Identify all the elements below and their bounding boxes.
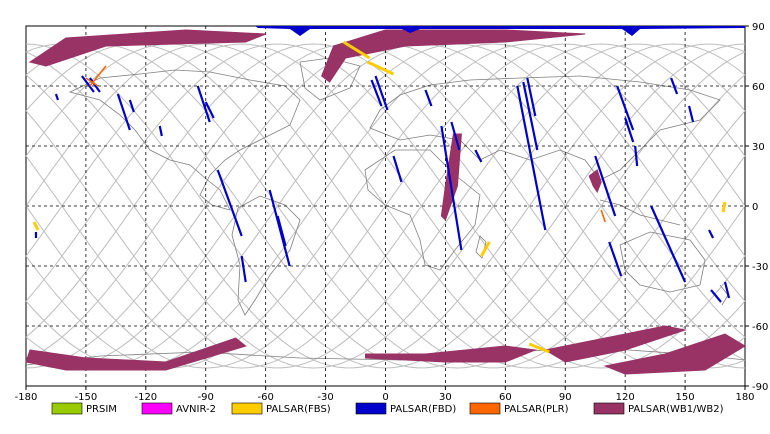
fbd-polar-band: [255, 26, 745, 36]
fbd-strip: [670, 77, 679, 95]
fbd-strip: [240, 255, 247, 283]
fbd-strip: [54, 93, 59, 101]
fbd-strip: [370, 79, 383, 107]
x-tick-label: 150: [676, 392, 695, 403]
x-tick-label: -150: [75, 392, 98, 403]
fbd-strip: [196, 85, 211, 123]
coast-africa: [364, 149, 481, 271]
wb-swath: [320, 29, 586, 83]
legend-swatch: [231, 402, 263, 415]
fbd-strip: [392, 155, 403, 183]
legend-label: AVNIR-2: [176, 404, 216, 415]
legend-label: PALSAR(WB1/WB2): [628, 404, 724, 415]
coast-eurasia: [369, 75, 721, 181]
x-tick-label: -120: [134, 392, 157, 403]
y-tick-label: 30: [752, 142, 765, 153]
fbd-strip: [594, 155, 617, 217]
x-tick-label: 60: [499, 392, 512, 403]
y-tick-label: 0: [752, 202, 758, 213]
fbd-strip: [634, 145, 639, 167]
fbd-strip: [158, 125, 163, 137]
fbs-strip: [366, 60, 395, 76]
x-tick-label: -60: [257, 392, 273, 403]
legend-swatch: [593, 402, 625, 415]
fbd-strip: [440, 125, 463, 251]
x-tick-label: 120: [616, 392, 635, 403]
x-tick-label: -30: [317, 392, 333, 403]
wb-swath: [543, 325, 688, 363]
fbd-strip: [89, 77, 101, 93]
fbd-strip: [608, 241, 623, 277]
fbd-strip: [474, 149, 483, 163]
x-axis-ticks: -180 -150 -120 -90 -60 -30 0 30 60 90 120 150 180: [15, 386, 755, 403]
y-tick-label: -60: [752, 322, 768, 333]
y-tick-label: 90: [752, 22, 765, 33]
coast-south-america: [231, 195, 301, 316]
coast-north-america: [68, 69, 301, 211]
fbd-strip: [708, 229, 715, 239]
fbd-strip: [450, 121, 461, 151]
fbs-strip: [32, 221, 40, 231]
y-tick-label: 60: [752, 82, 765, 93]
plr-strip: [85, 77, 99, 87]
palsar-wb-layer: [25, 29, 746, 375]
y-tick-label: -30: [752, 262, 768, 273]
fbd-strip: [374, 75, 389, 111]
fbd-strip: [688, 105, 695, 123]
fbd-strip: [522, 81, 539, 151]
fbs-strip: [528, 342, 550, 354]
fbd-strip: [276, 215, 287, 247]
legend-label: PALSAR(PLR): [504, 404, 569, 415]
fbd-strip: [526, 77, 537, 117]
x-tick-label: 0: [382, 392, 388, 403]
legend-swatch: [469, 402, 501, 415]
legend-label: PALSAR(FBD): [390, 404, 456, 415]
coast-madagascar: [475, 235, 487, 259]
wb-swath: [28, 29, 266, 67]
wb-swath: [365, 345, 538, 363]
legend-label: PALSAR(FBS): [266, 404, 331, 415]
palsar-fbs-layer: [32, 40, 727, 354]
wb-swath: [603, 333, 746, 375]
plr-strip: [89, 65, 107, 87]
palsar-plr-layer: [85, 65, 606, 223]
fbd-strip: [216, 169, 243, 237]
fbd-strip: [116, 93, 131, 131]
legend: PRSIM AVNIR-2 PALSAR(FBS) PALSAR(FBD) PALSAR…: [51, 402, 724, 415]
x-tick-label: 90: [559, 392, 572, 403]
palsar-fbd-layer: [34, 75, 731, 303]
x-tick-label: 180: [735, 392, 754, 403]
fbd-strip: [616, 85, 635, 131]
fbd-strip: [128, 99, 135, 113]
fbd-strip: [424, 89, 433, 107]
legend-swatch: [51, 402, 83, 415]
plr-strip: [600, 209, 606, 223]
map-grid: [26, 26, 745, 386]
legend-swatch: [355, 402, 387, 415]
fbd-strip: [204, 101, 215, 119]
wb-swath: [588, 169, 602, 194]
fbs-strip: [480, 241, 491, 257]
coast-indonesia: [599, 199, 681, 226]
wb-swath: [25, 337, 247, 371]
fbd-strip: [268, 189, 291, 267]
fbd-strip: [516, 85, 547, 231]
x-tick-label: 30: [439, 392, 452, 403]
fbd-strip: [723, 281, 731, 299]
y-tick-label: -90: [752, 382, 768, 393]
wb-swath: [440, 133, 462, 221]
fbs-strip: [342, 40, 371, 60]
x-tick-label: -90: [198, 392, 214, 403]
fbd-strip: [81, 75, 95, 93]
fbd-strip: [624, 117, 635, 143]
fbd-strip: [650, 205, 687, 283]
legend-label: PRSIM: [86, 404, 117, 415]
y-axis-ticks: 90 60 30 0 -30 -60 -90: [745, 22, 768, 393]
fbd-strip: [710, 289, 722, 303]
fbs-strip: [721, 201, 727, 213]
legend-swatch: [141, 402, 173, 415]
x-tick-label: -180: [15, 392, 38, 403]
